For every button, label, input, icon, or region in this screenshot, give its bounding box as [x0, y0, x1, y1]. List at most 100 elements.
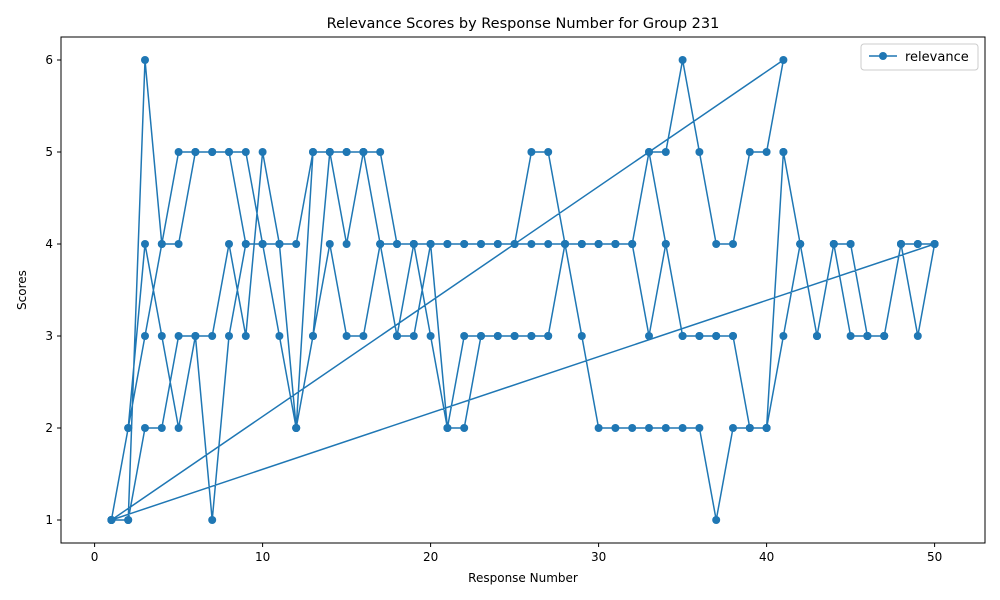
data-point — [577, 240, 586, 248]
data-point — [645, 424, 653, 432]
data-point — [846, 332, 855, 340]
data-point — [325, 148, 334, 156]
y-axis: 1 2 3 4 5 6 — [45, 53, 61, 527]
data-point — [443, 240, 452, 248]
data-point — [695, 332, 704, 340]
data-point — [443, 424, 452, 432]
data-point — [678, 56, 687, 64]
y-axis-label: Scores — [15, 270, 29, 310]
data-point — [561, 240, 569, 248]
data-point — [141, 240, 149, 248]
data-point — [258, 240, 267, 248]
y-tick-label: 5 — [45, 145, 53, 159]
data-point — [594, 424, 603, 432]
data-point — [594, 240, 603, 248]
data-point — [863, 332, 872, 340]
data-point — [225, 332, 233, 340]
data-point — [695, 424, 704, 432]
data-point — [124, 516, 133, 524]
y-tick-label: 1 — [45, 513, 53, 527]
data-point — [376, 148, 385, 156]
data-point — [309, 332, 317, 340]
plot-area — [60, 36, 986, 544]
data-point — [157, 424, 166, 432]
plot-frame — [60, 36, 986, 544]
x-tick-label: 50 — [927, 550, 942, 564]
data-point — [460, 332, 469, 340]
data-point — [712, 240, 721, 248]
data-point — [527, 240, 536, 248]
x-tick-label: 30 — [591, 550, 606, 564]
data-point — [527, 148, 536, 156]
data-point — [275, 240, 284, 248]
y-tick-label: 2 — [45, 421, 53, 435]
data-point — [174, 424, 183, 432]
y-tick-label: 4 — [45, 237, 53, 251]
data-point — [880, 332, 889, 340]
data-point — [611, 240, 620, 248]
data-point — [762, 424, 771, 432]
data-point — [493, 332, 502, 340]
data-point — [460, 424, 469, 432]
data-point — [208, 332, 217, 340]
data-point — [241, 332, 250, 340]
data-point — [930, 240, 939, 248]
x-axis: 0 10 20 30 40 50 — [91, 543, 942, 564]
data-point — [729, 424, 737, 432]
data-point — [510, 332, 519, 340]
x-tick-label: 40 — [759, 550, 774, 564]
series-layer — [107, 56, 939, 524]
data-point — [325, 240, 334, 248]
legend-label: relevance — [905, 50, 969, 65]
data-point — [393, 240, 401, 248]
data-point — [258, 148, 267, 156]
legend-box — [860, 43, 979, 71]
data-point — [913, 240, 922, 248]
x-tick-label: 10 — [255, 550, 270, 564]
y-tick-label: 3 — [45, 329, 53, 343]
data-point — [477, 332, 485, 340]
data-point — [409, 240, 418, 248]
data-point — [678, 424, 687, 432]
data-point — [191, 148, 200, 156]
data-point — [527, 332, 536, 340]
data-point — [174, 332, 183, 340]
data-point — [342, 332, 351, 340]
data-point — [275, 332, 284, 340]
y-tick-label: 6 — [45, 53, 53, 67]
data-point — [796, 240, 805, 248]
data-point — [729, 240, 737, 248]
data-point — [376, 240, 385, 248]
data-point — [611, 424, 620, 432]
data-point — [292, 240, 301, 248]
data-point — [913, 332, 922, 340]
x-axis-label: Response Number — [468, 571, 578, 585]
data-point — [174, 148, 183, 156]
data-point — [695, 148, 704, 156]
data-point — [141, 56, 149, 64]
data-point — [426, 332, 435, 340]
data-point — [745, 424, 754, 432]
data-point — [544, 240, 553, 248]
data-point — [157, 240, 166, 248]
data-point — [225, 240, 233, 248]
data-point — [628, 240, 637, 248]
data-point — [124, 424, 133, 432]
data-point — [359, 332, 368, 340]
data-point — [241, 148, 250, 156]
data-point — [393, 332, 401, 340]
data-point — [661, 240, 670, 248]
data-point — [460, 240, 469, 248]
data-point — [645, 148, 653, 156]
data-point — [729, 332, 737, 340]
data-point — [779, 56, 788, 64]
legend-marker-swatch — [879, 52, 887, 60]
data-point — [628, 424, 637, 432]
data-point — [141, 332, 149, 340]
data-point — [712, 332, 721, 340]
data-point — [577, 332, 586, 340]
data-point — [359, 148, 368, 156]
data-point — [141, 424, 149, 432]
data-point — [846, 240, 855, 248]
